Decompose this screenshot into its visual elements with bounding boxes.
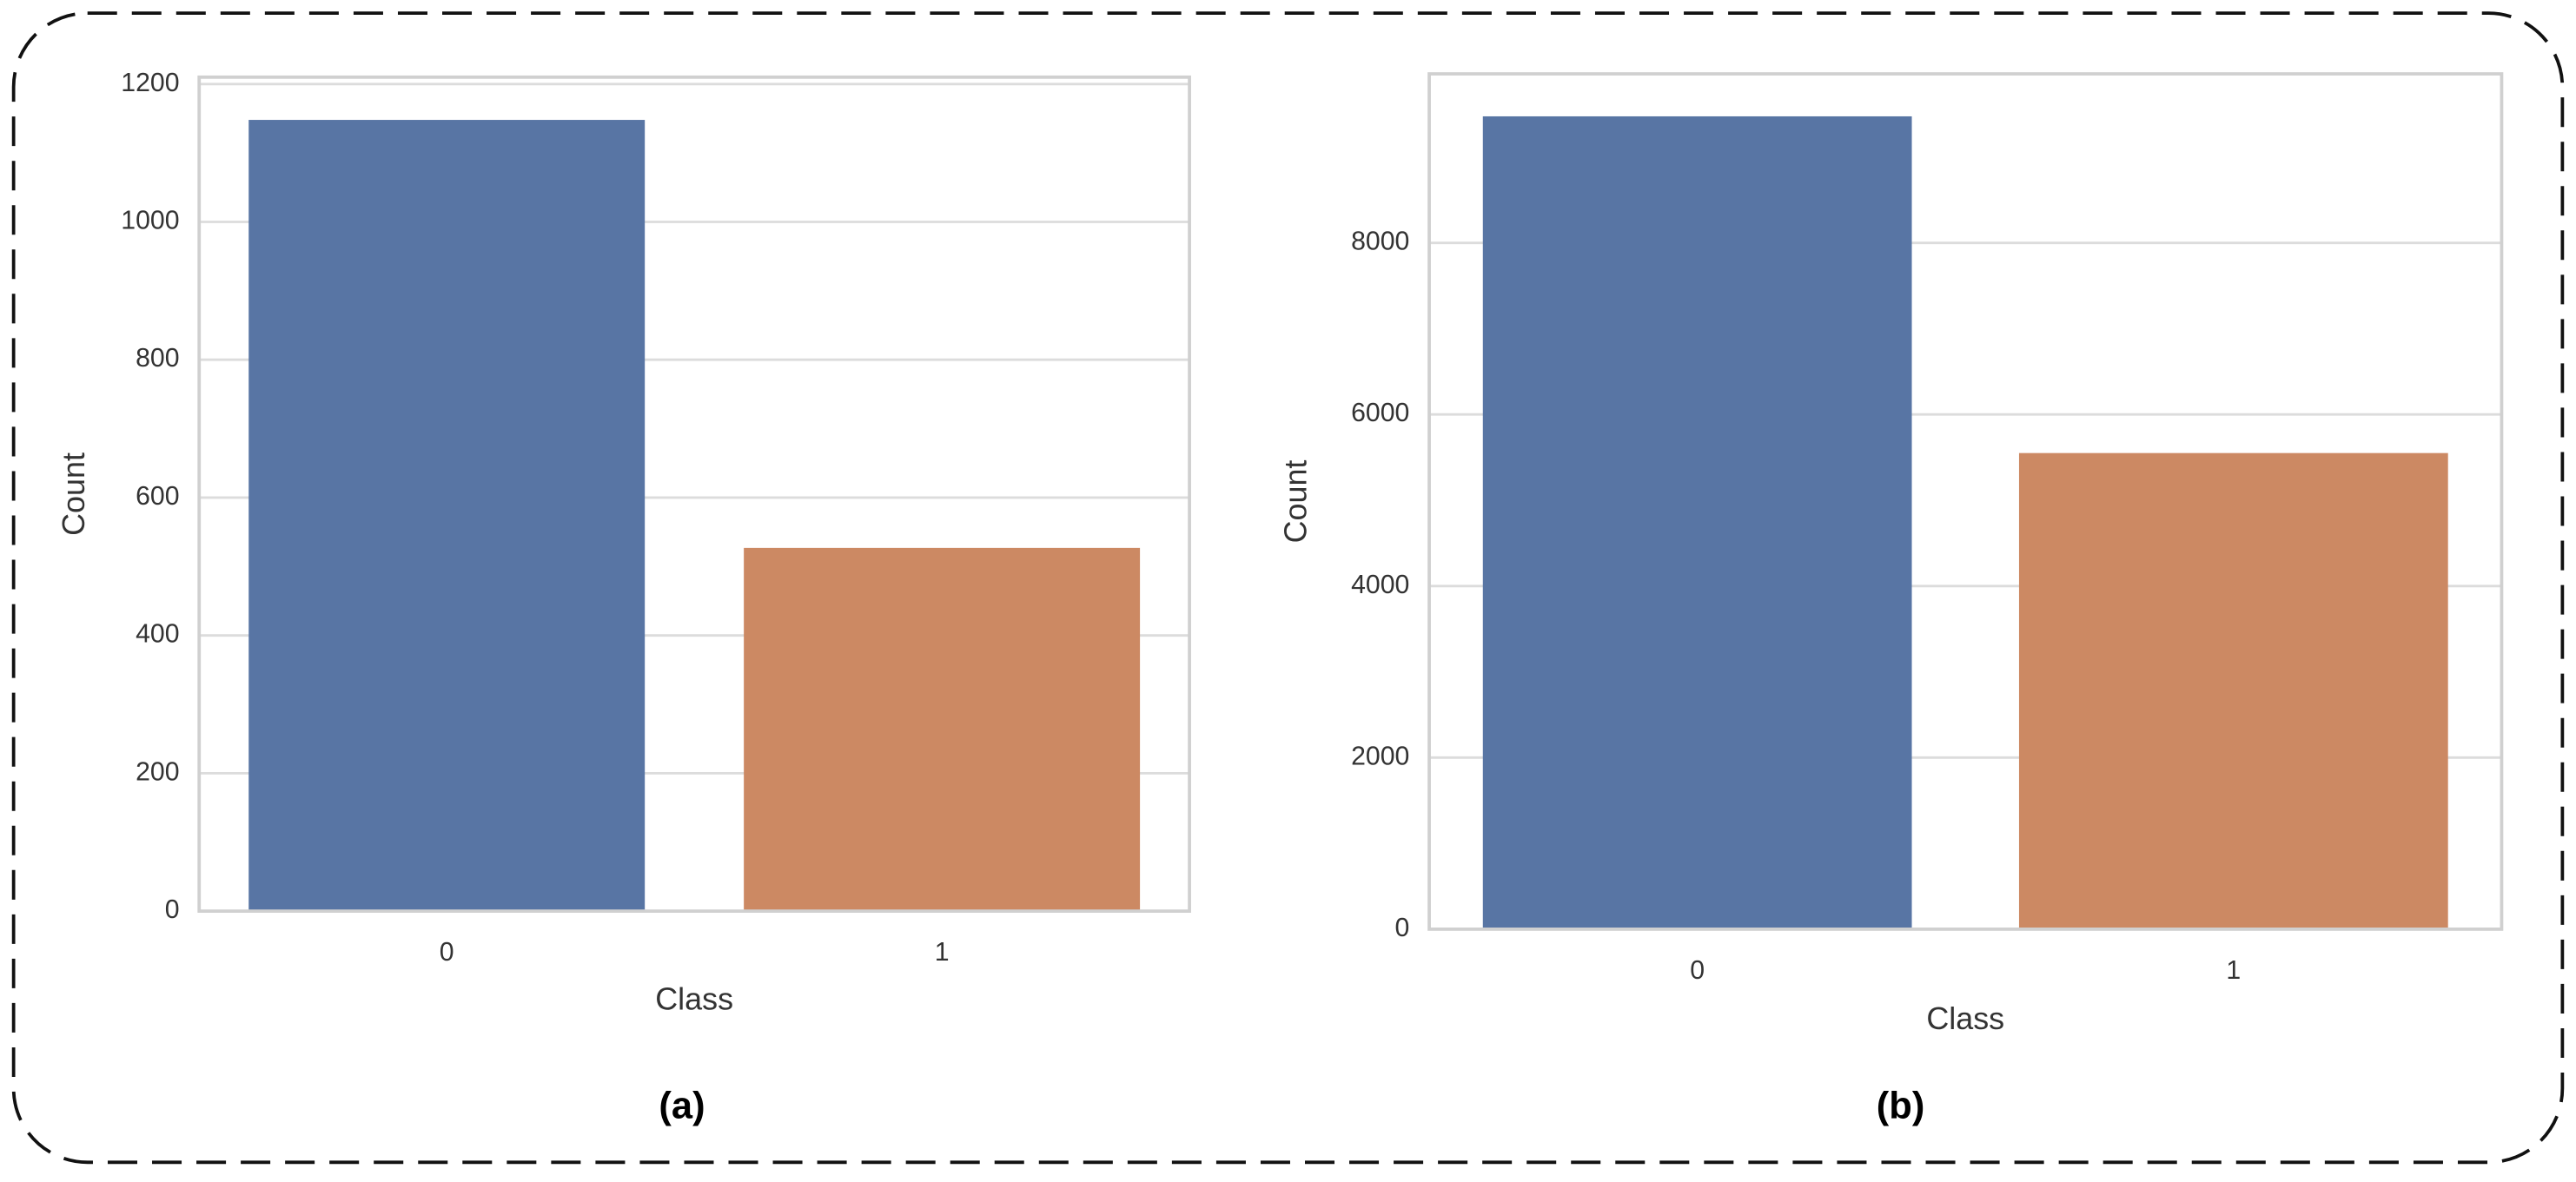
y-tick-label: 1000 <box>121 206 179 234</box>
caption: (a) <box>659 1085 705 1126</box>
x-tick-label: 0 <box>1690 956 1705 985</box>
bar <box>744 547 1141 912</box>
y-tick-label: 800 <box>136 344 179 373</box>
y-tick-label: 0 <box>165 895 180 924</box>
y-tick-label: 1200 <box>121 69 179 97</box>
dashed-border <box>11 11 2565 1165</box>
y-tick-label: 0 <box>1395 914 1410 942</box>
y-tick-label: 6000 <box>1351 399 1409 427</box>
bar <box>1482 116 1912 929</box>
plot-frame <box>197 75 1191 913</box>
x-tick-label: 1 <box>2226 956 2241 985</box>
y-tick-label: 8000 <box>1351 228 1409 256</box>
y-tick-label: 4000 <box>1351 571 1409 599</box>
x-axis-label: Class <box>1926 1000 2004 1036</box>
caption: (b) <box>1877 1085 1925 1126</box>
y-tick-label: 400 <box>136 620 179 649</box>
bar <box>248 120 646 912</box>
x-axis-label: Class <box>655 981 733 1017</box>
x-tick-label: 1 <box>935 938 950 967</box>
y-axis-label: Count <box>1277 460 1313 544</box>
bar <box>2018 452 2448 929</box>
plot-frame <box>1427 72 2504 931</box>
y-axis-label: Count <box>56 452 91 536</box>
x-tick-label: 0 <box>440 938 454 967</box>
y-tick-label: 600 <box>136 482 179 511</box>
y-tick-label: 200 <box>136 757 179 786</box>
y-tick-label: 2000 <box>1351 742 1409 770</box>
